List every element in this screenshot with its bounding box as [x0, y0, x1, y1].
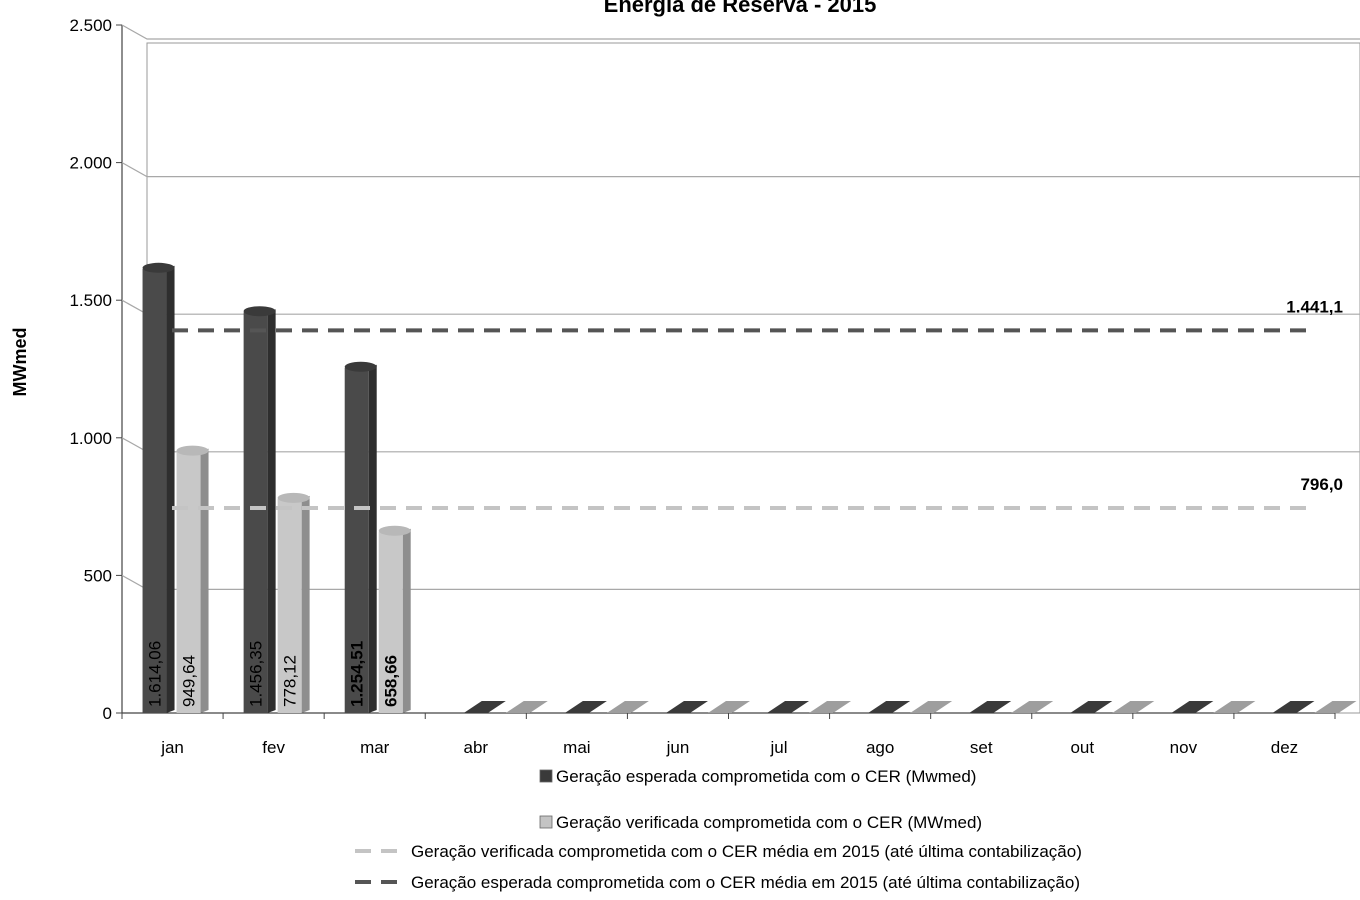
- bar-verificada: [378, 525, 411, 713]
- bar-front: [176, 451, 201, 713]
- y-axis-label: MWmed: [10, 328, 30, 397]
- x-tick-label: abr: [464, 738, 489, 757]
- y-axis: 0 500 1.000 1.500 2.000 2.500: [69, 16, 122, 723]
- gridline: [121, 162, 1360, 178]
- chart-title: Energia de Reserva - 2015: [604, 0, 877, 17]
- avg-label-esperada: 1.441,1: [1286, 297, 1343, 316]
- legend-swatch: [539, 815, 553, 829]
- bar-esperada: [142, 262, 175, 713]
- data-label-verificada: 949,64: [180, 655, 199, 707]
- y-tick-label: 1.500: [69, 291, 112, 310]
- y-tick-label: 2.000: [69, 154, 112, 173]
- bar-esperada-zero: [463, 701, 506, 713]
- bar-verificada-zero: [1011, 701, 1054, 713]
- legend-swatch: [539, 769, 553, 783]
- x-tick-label: ago: [866, 738, 894, 757]
- bar-side: [200, 448, 209, 713]
- bar-esperada-zero: [1171, 701, 1214, 713]
- x-tick-label: mar: [360, 738, 390, 757]
- bar-esperada-zero: [969, 701, 1012, 713]
- bar-esperada-zero: [767, 701, 810, 713]
- bar-front: [344, 367, 369, 713]
- x-tick-label: jun: [666, 738, 690, 757]
- legend: Geração esperada comprometida com o CER …: [355, 767, 1082, 892]
- bar-front: [243, 312, 268, 713]
- back-wall: [146, 42, 1360, 714]
- legend-label: Geração esperada comprometida com o CER …: [556, 767, 976, 786]
- bar-verificada: [176, 445, 209, 713]
- bar-esperada-zero: [564, 701, 607, 713]
- y-tick-label: 0: [103, 704, 112, 723]
- bar-esperada-zero: [665, 701, 708, 713]
- data-label-esperada: 1.614,06: [146, 641, 165, 707]
- x-tick-label: fev: [262, 738, 285, 757]
- y-tick-label: 1.000: [69, 429, 112, 448]
- bar-side: [166, 265, 175, 713]
- bar-esperada: [243, 306, 276, 713]
- x-tick-label: set: [970, 738, 993, 757]
- data-label-esperada: 1.254,51: [348, 641, 367, 707]
- legend-label: Geração verificada comprometida com o CE…: [556, 813, 982, 832]
- data-label-esperada: 1.456,35: [247, 641, 266, 707]
- data-label-verificada: 658,66: [382, 655, 401, 707]
- bar-top: [176, 445, 209, 456]
- x-tick-label: dez: [1271, 738, 1298, 757]
- bar-esperada-zero: [1070, 701, 1113, 713]
- x-tick-label: nov: [1170, 738, 1198, 757]
- bar-verificada-zero: [809, 701, 852, 713]
- bar-front: [142, 268, 167, 713]
- bar-top: [142, 262, 175, 273]
- bar-side: [267, 309, 276, 713]
- y-tick-label: 500: [84, 566, 112, 585]
- bar-esperada-zero: [1272, 701, 1315, 713]
- data-label-verificada: 778,12: [281, 655, 300, 707]
- y-tick-label: 2.500: [69, 16, 112, 35]
- legend-label: Geração verificada comprometida com o CE…: [411, 842, 1082, 861]
- bar-top: [378, 525, 411, 536]
- bar-verificada-zero: [1112, 701, 1155, 713]
- bar-esperada: [344, 361, 377, 713]
- bar-verificada-zero: [1314, 701, 1357, 713]
- bar-verificada-zero: [1213, 701, 1256, 713]
- bar-side: [402, 528, 411, 713]
- x-tick-label: jul: [770, 738, 788, 757]
- bar-front: [277, 498, 302, 713]
- x-tick-label: out: [1070, 738, 1094, 757]
- x-tick-label: jan: [160, 738, 184, 757]
- bar-top: [243, 306, 276, 317]
- bar-top: [277, 492, 310, 503]
- x-axis: jan fev mar abr mai jun jul ago set out nov dez: [121, 713, 1336, 757]
- bars: 1.614,06 949,64 1.456,35 778,12 1.254,51 658,…: [142, 262, 1357, 713]
- bar-verificada-zero: [707, 701, 750, 713]
- bar-verificada-zero: [505, 701, 548, 713]
- legend-label: Geração esperada comprometida com o CER …: [411, 873, 1080, 892]
- bar-verificada: [277, 492, 310, 713]
- avg-label-verificada: 796,0: [1300, 475, 1343, 494]
- bar-verificada-zero: [606, 701, 649, 713]
- bar-verificada-zero: [910, 701, 953, 713]
- bar-esperada-zero: [868, 701, 911, 713]
- bar-side: [301, 495, 310, 713]
- gridline: [121, 24, 1360, 40]
- average-lines: 796,0 1.441,1: [172, 297, 1343, 510]
- bar-side: [368, 364, 377, 713]
- x-tick-label: mai: [563, 738, 590, 757]
- bar-top: [344, 361, 377, 372]
- bar-front: [378, 531, 403, 713]
